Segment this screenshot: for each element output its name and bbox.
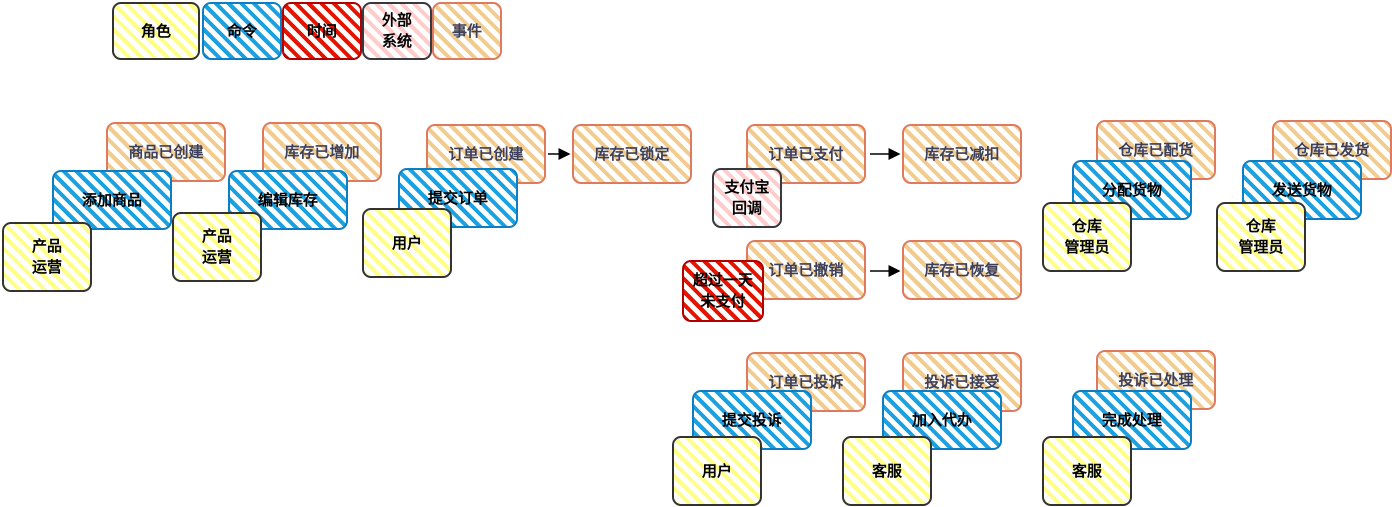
event-sticky[interactable]: 库存已锁定	[572, 124, 692, 184]
legend-ext[interactable]: 外部 系统	[362, 2, 432, 60]
role-sticky[interactable]: 客服	[842, 436, 932, 506]
role-sticky[interactable]: 产品 运营	[2, 222, 92, 292]
role-sticky[interactable]: 用户	[672, 436, 762, 506]
legend-command[interactable]: 命令	[202, 2, 282, 60]
event-sticky[interactable]: 库存已减扣	[902, 124, 1022, 184]
role-sticky[interactable]: 仓库 管理员	[1216, 202, 1306, 272]
role-sticky[interactable]: 客服	[1042, 436, 1132, 506]
event-sticky[interactable]: 订单已撤销	[746, 240, 866, 300]
event-sticky[interactable]: 库存已恢复	[902, 240, 1022, 300]
role-sticky[interactable]: 仓库 管理员	[1042, 202, 1132, 272]
command-sticky[interactable]: 加入代办	[882, 390, 1002, 450]
role-sticky[interactable]: 用户	[362, 208, 452, 278]
legend-event[interactable]: 事件	[432, 2, 502, 60]
legend-role[interactable]: 角色	[112, 2, 200, 60]
legend-time[interactable]: 时间	[282, 2, 362, 60]
command-sticky[interactable]: 编辑库存	[228, 170, 348, 230]
command-sticky[interactable]: 添加商品	[52, 170, 172, 230]
timer-sticky[interactable]: 超过一天 未支付	[682, 260, 764, 322]
role-sticky[interactable]: 产品 运营	[172, 212, 262, 282]
external-system-sticky[interactable]: 支付宝 回调	[712, 168, 782, 228]
